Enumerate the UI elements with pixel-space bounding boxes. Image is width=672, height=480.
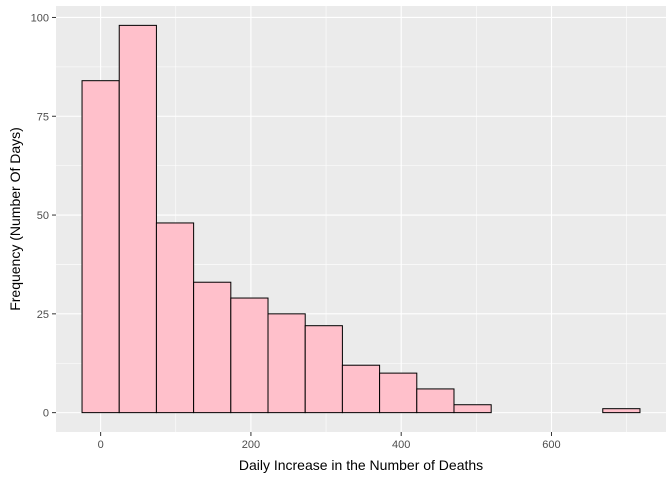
- histogram-bars: [81, 24, 641, 414]
- y-tick-label: 25: [37, 309, 49, 321]
- x-tick-label: 0: [98, 439, 104, 451]
- histogram-bar: [81, 80, 120, 414]
- x-axis-ticks: 0 200 400 600: [98, 432, 561, 451]
- y-tick-label: 100: [31, 12, 49, 24]
- histogram-bar: [193, 281, 232, 414]
- minor-gridlines: [56, 6, 666, 432]
- histogram-bar: [267, 313, 306, 414]
- y-axis-title: Frequency (Number Of Days): [7, 127, 23, 311]
- histogram-bar: [118, 24, 157, 414]
- y-axis-ticks: 0 25 50 75 100: [31, 12, 56, 420]
- y-tick-label: 0: [43, 408, 49, 420]
- x-tick-label: 200: [242, 439, 260, 451]
- histogram-bar: [230, 297, 269, 414]
- x-tick-label: 600: [542, 439, 560, 451]
- y-tick-label: 50: [37, 210, 49, 222]
- histogram-bar: [304, 325, 343, 414]
- histogram-bar: [416, 388, 455, 414]
- histogram-bar: [453, 404, 492, 414]
- histogram-bar: [602, 408, 641, 414]
- x-tick-label: 400: [392, 439, 410, 451]
- x-axis-title: Daily Increase in the Number of Deaths: [239, 457, 483, 473]
- histogram-bar: [379, 372, 418, 414]
- histogram-bar: [341, 364, 381, 414]
- histogram-bar: [155, 222, 195, 414]
- y-tick-label: 75: [37, 111, 49, 123]
